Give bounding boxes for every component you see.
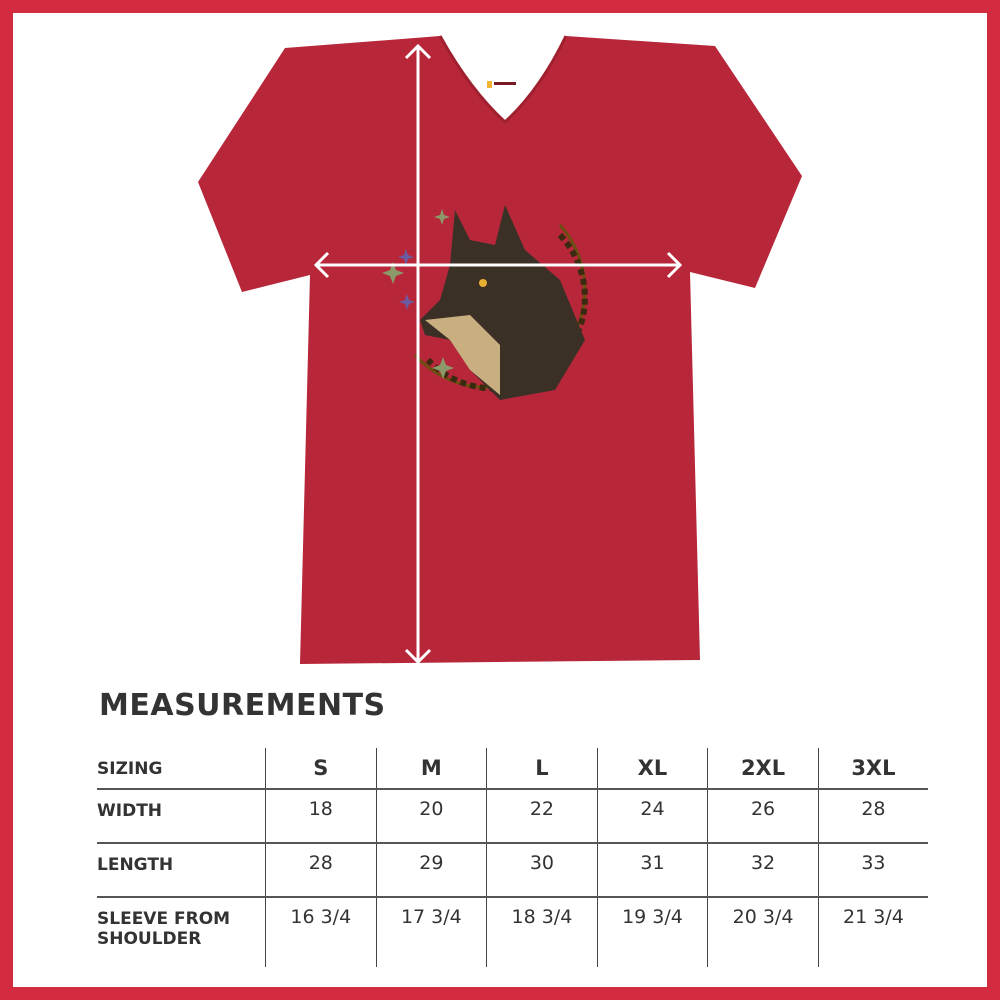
table-cell: 24 — [596, 789, 708, 844]
table-cell: 20 — [375, 789, 487, 844]
table-cell: 21 3/4 — [817, 897, 928, 967]
table-cell: 16 3/4 — [265, 897, 377, 967]
table-cell: 17 3/4 — [375, 897, 487, 967]
table-header-row: SIZING S M L XL 2XL 3XL — [97, 748, 928, 790]
row-label: SLEEVE FROM SHOULDER — [97, 897, 266, 967]
table-cell: 29 — [375, 843, 487, 898]
width-arrow — [313, 251, 683, 279]
table-cell: 28 — [265, 843, 377, 898]
size-header: 2XL — [707, 748, 819, 790]
table-cell: 30 — [486, 843, 598, 898]
size-chart-table: SIZING S M L XL 2XL 3XL WIDTH 18 20 22 2… — [97, 748, 928, 967]
row-label-line2: SHOULDER — [97, 929, 202, 949]
table-cell: 18 — [265, 789, 377, 844]
row-label: WIDTH — [97, 789, 266, 844]
size-header: M — [375, 748, 487, 790]
size-header: S — [265, 748, 377, 790]
length-arrow — [404, 43, 432, 665]
table-cell: 19 3/4 — [596, 897, 708, 967]
table-cell: 28 — [817, 789, 928, 844]
measurements-title: MEASUREMENTS — [99, 688, 386, 723]
brand-tag-icon — [487, 81, 516, 88]
table-cell: 31 — [596, 843, 708, 898]
header-label: SIZING — [97, 748, 266, 790]
size-header: XL — [596, 748, 708, 790]
wolf-moon-graphic — [382, 205, 588, 400]
table-cell: 18 3/4 — [486, 897, 598, 967]
table-cell: 26 — [707, 789, 819, 844]
size-header: L — [486, 748, 598, 790]
row-label-line1: SLEEVE FROM — [97, 909, 231, 929]
shirt-illustration — [198, 35, 802, 665]
size-header: 3XL — [817, 748, 928, 790]
row-label: LENGTH — [97, 843, 266, 898]
table-cell: 22 — [486, 789, 598, 844]
table-row-sleeve: SLEEVE FROM SHOULDER 16 3/4 17 3/4 18 3/4… — [97, 897, 928, 967]
table-cell: 33 — [817, 843, 928, 898]
table-cell: 20 3/4 — [707, 897, 819, 967]
table-cell: 32 — [707, 843, 819, 898]
table-row-length: LENGTH 28 29 30 31 32 33 — [97, 843, 928, 898]
table-row-width: WIDTH 18 20 22 24 26 28 — [97, 789, 928, 844]
